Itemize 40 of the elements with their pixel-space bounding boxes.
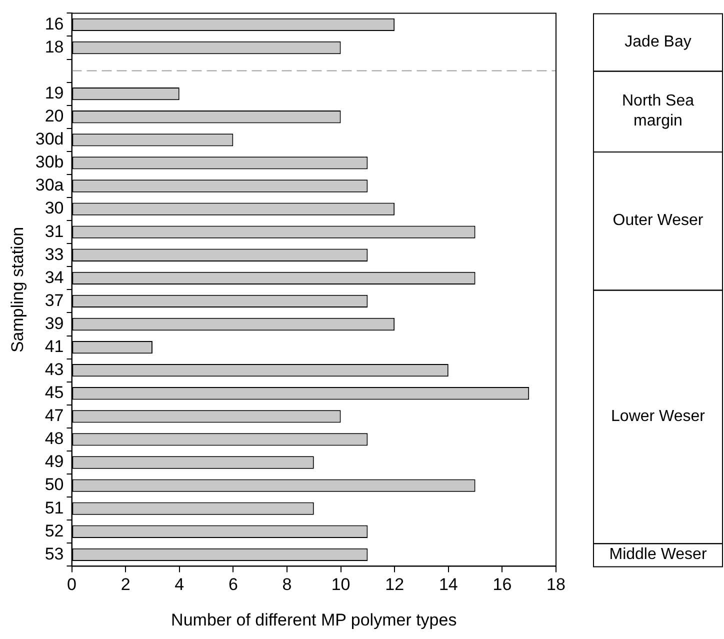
- y-tick-label: 49: [44, 452, 64, 472]
- x-tick-label: 12: [385, 575, 404, 594]
- y-tick-label: 16: [44, 14, 64, 34]
- y-tick-label: 45: [44, 383, 64, 402]
- y-tick-label: 51: [44, 498, 64, 518]
- y-tick-label: 19: [44, 84, 64, 103]
- y-tick-label: 50: [44, 475, 64, 494]
- y-tick-label: 53: [44, 544, 64, 564]
- y-tick-label: 48: [44, 429, 64, 448]
- y-axis-title: Sampling station: [8, 226, 27, 353]
- text: Outer Weser: [612, 212, 704, 229]
- y-tick-label: 37: [44, 290, 64, 310]
- y-tick-label: 43: [44, 360, 64, 380]
- y-tick-label: 31: [44, 222, 64, 241]
- text: Middle Weser: [609, 546, 708, 564]
- y-tick-label: 33: [44, 244, 64, 264]
- y-tick-label: 34: [44, 268, 64, 287]
- y-tick-label: 20: [44, 106, 64, 126]
- x-tick-label: 14: [438, 575, 458, 594]
- text: Jade Bay: [624, 33, 692, 50]
- x-tick-label: 16: [492, 575, 512, 594]
- y-tick-label: 47: [44, 406, 64, 426]
- y-tick-label: 30a: [35, 176, 64, 195]
- x-tick-label: 6: [228, 575, 238, 594]
- y-tick-label: 18: [44, 37, 64, 56]
- y-tick-label: 30d: [35, 130, 64, 149]
- y-tick-label: 30b: [35, 152, 64, 172]
- y-tick-label: 52: [44, 521, 64, 540]
- x-tick-label: 18: [546, 575, 566, 594]
- x-tick-label: 4: [174, 575, 184, 594]
- text: North Sea margin: [622, 92, 694, 130]
- x-tick-label: 8: [282, 575, 292, 594]
- x-tick-label: 10: [331, 575, 350, 594]
- x-tick-label: 2: [120, 575, 130, 594]
- y-tick-label: 39: [44, 314, 64, 333]
- y-tick-label: 41: [44, 336, 64, 356]
- text: Lower Weser: [611, 408, 706, 425]
- x-tick-label: 0: [67, 575, 76, 594]
- x-axis-title: Number of different MP polymer types: [171, 610, 457, 630]
- y-tick-label: 30: [44, 198, 64, 218]
